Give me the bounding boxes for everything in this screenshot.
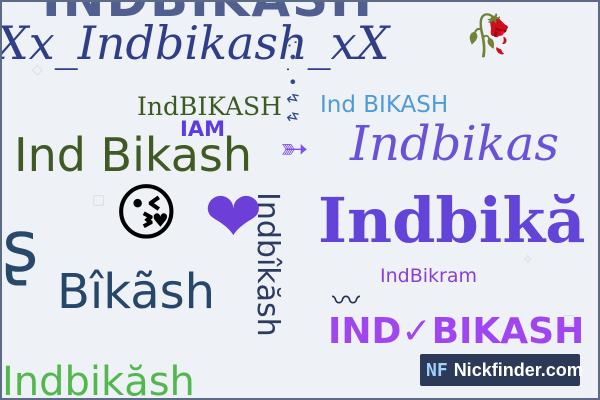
nick-ind-script: Indbikas bbox=[350, 116, 560, 172]
nick-vertical-small: ∴ • . • ↯ ↯ bbox=[283, 37, 302, 124]
nickfinder-site-name: Nickfinder.com bbox=[453, 359, 583, 380]
bg-deco-icon: ◇ bbox=[32, 62, 43, 78]
nick-ind-check-bikash: IND✓BIKASH bbox=[328, 311, 585, 352]
nick-indbikram: IndBikram bbox=[380, 265, 477, 287]
bg-deco-icon: ▢ bbox=[562, 312, 576, 328]
bg-deco-icon: ▢ bbox=[92, 192, 106, 208]
nick-xx-indbikash: Xx_Indbikash_xX bbox=[2, 20, 389, 66]
nick-indbikash-caps: IndBIKASH bbox=[137, 92, 282, 121]
nick-iam: IAM bbox=[180, 117, 225, 141]
rose-icon: 🥀 bbox=[464, 13, 514, 59]
nick-ind-bikash-smallcaps: Ind BIKASH bbox=[320, 92, 449, 118]
nick-vertical-bikash: Indbîkăsh bbox=[250, 192, 285, 337]
nick-top-strip: INDBIKASH bbox=[42, 2, 374, 24]
curly-glyph-icon: ʂ bbox=[2, 206, 39, 288]
arrow-icon: ➳ bbox=[280, 129, 309, 169]
kiss-emoji-icon: 😘 bbox=[114, 176, 179, 249]
nick-xx-part1: Xx_Indbika bbox=[0, 16, 255, 70]
nick-bikash: Bîkãsh bbox=[57, 264, 216, 320]
heart-icon: ❤ bbox=[204, 176, 263, 258]
nick-ind-bikash: Ind Bikash bbox=[14, 128, 253, 182]
nick-xx-part2: sh_xX bbox=[254, 16, 390, 70]
nick-bottom-green: Indbikăsh bbox=[2, 359, 195, 400]
bg-deco-icon: ✧ bbox=[522, 252, 534, 268]
bg-deco-icon: △ bbox=[262, 242, 273, 258]
nickfinder-badge-link[interactable]: NF Nickfinder.com bbox=[420, 354, 583, 386]
wave-icon: 〰 bbox=[332, 284, 361, 317]
nickfinder-logo-icon: NF bbox=[426, 359, 448, 381]
nick-indbika-big: Indbikă bbox=[318, 184, 586, 257]
